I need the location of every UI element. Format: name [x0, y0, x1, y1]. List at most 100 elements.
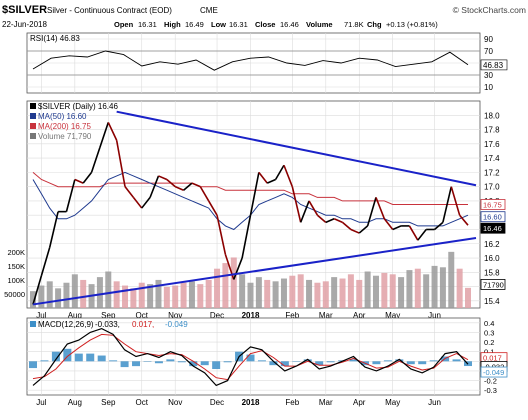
- volume-bar: [314, 282, 321, 308]
- price-ytick-label: 17.6: [484, 140, 500, 149]
- macd-histogram-bar: [292, 361, 301, 362]
- legend-swatch: [30, 103, 36, 109]
- volume-bar: [205, 279, 212, 308]
- volume-bar: [155, 279, 162, 308]
- macd-histogram-bar: [257, 360, 266, 362]
- legend-entry: MA(200) 16.75: [38, 122, 91, 131]
- macd-xtick-label: May: [385, 398, 400, 407]
- price-segment: [107, 122, 118, 141]
- macd-legend-entry: 0.017,: [132, 320, 154, 329]
- price-segment: [442, 186, 453, 223]
- volume-bar: [222, 263, 229, 308]
- high-value: 16.49: [185, 20, 204, 29]
- volume-bar: [272, 281, 279, 308]
- macd-legend-entry: MACD(12,26,9): [38, 320, 94, 329]
- price-segment: [174, 185, 184, 191]
- instrument-name: Silver - Continuous Contract (EOD): [47, 6, 172, 15]
- price-segment: [48, 211, 59, 248]
- volume-label: Volume: [306, 20, 333, 29]
- macd-histogram-bar: [177, 361, 186, 363]
- volume-bar: [406, 270, 413, 308]
- legend-swatch: [30, 113, 36, 119]
- price-segment: [299, 200, 310, 223]
- price-xtick-label: Apr: [353, 311, 366, 320]
- price-segment: [241, 215, 252, 259]
- price-segment: [341, 221, 352, 231]
- price-segment: [434, 221, 444, 231]
- volume-bar: [105, 271, 112, 308]
- volume-bar: [255, 277, 262, 308]
- price-segment: [417, 228, 427, 241]
- macd-histogram-bar: [315, 361, 324, 366]
- macd-ytick-label: -0.2: [484, 377, 497, 386]
- price-tag-box: [480, 279, 506, 290]
- high-label: High: [164, 20, 181, 29]
- macd-xtick-label: Apr: [353, 398, 366, 407]
- macd-histogram-bar: [246, 354, 255, 362]
- low-value: 16.31: [229, 20, 248, 29]
- legend-entry: Volume 71,790: [38, 132, 92, 141]
- macd-histogram-bar: [51, 351, 60, 362]
- macd-legend-entry: -0.033,: [95, 320, 120, 329]
- rsi-ytick-label: 70: [484, 47, 493, 56]
- volume-bar: [180, 282, 187, 308]
- trendline-0: [32, 237, 477, 306]
- price-segment: [90, 147, 101, 173]
- price-segment: [141, 196, 151, 209]
- price-segment: [99, 122, 110, 148]
- volume-bar: [347, 274, 354, 308]
- macd-histogram-bar: [280, 361, 289, 367]
- price-ytick-label: 15.4: [484, 297, 500, 306]
- price-segment: [308, 200, 319, 216]
- exchange-label: CME: [200, 6, 218, 15]
- volume-bar: [364, 271, 371, 308]
- volume-bar: [122, 285, 129, 308]
- price-tag-box: [480, 199, 506, 210]
- price-segment: [459, 214, 469, 226]
- macd-histogram-bar: [200, 361, 209, 366]
- macd-ytick-label: 0.1: [484, 348, 494, 357]
- price-segment: [258, 171, 268, 184]
- macd-histogram-bar: [143, 361, 152, 362]
- macd-value-tag: 0.017: [483, 354, 502, 363]
- trendline-1: [116, 110, 477, 187]
- price-tag-label: 71790: [483, 280, 504, 289]
- volume-bar: [448, 251, 455, 308]
- close-value: 16.46: [280, 20, 299, 29]
- rsi-line: [32, 50, 469, 71]
- price-xtick-label: Nov: [168, 311, 182, 320]
- price-segment: [392, 225, 402, 231]
- volume-bar: [96, 277, 103, 308]
- price-panel: 15.415.615.816.016.216.416.616.817.017.2…: [4, 100, 506, 320]
- macd-histogram-bar: [166, 359, 175, 362]
- rsi-value-tag-box: [480, 59, 508, 71]
- volume-bar: [147, 284, 154, 308]
- macd-value-tag: -0.049: [483, 368, 504, 377]
- volume-bar: [465, 287, 471, 308]
- price-segment: [132, 196, 143, 209]
- volume-bar: [331, 277, 338, 308]
- price-segment: [366, 197, 377, 227]
- macd-histogram-bar: [132, 361, 141, 367]
- volume-ytick-label: 100K: [7, 276, 25, 285]
- price-segment: [207, 200, 218, 216]
- macd-histogram-bar: [372, 361, 381, 365]
- close-label: Close: [255, 20, 275, 29]
- price-xtick-label: Aug: [68, 311, 82, 320]
- price-segment: [375, 197, 386, 220]
- price-xtick-label: Sep: [101, 311, 116, 320]
- macd-panel: -0.3-0.2-0.10.00.10.20.30.4MACD(12,26,9)…: [26, 317, 508, 407]
- price-segment: [166, 178, 176, 188]
- price-ytick-label: 17.2: [484, 168, 500, 177]
- volume-bar: [264, 279, 271, 308]
- price-segment: [233, 257, 243, 280]
- price-segment: [333, 218, 343, 224]
- macd-xtick-label: Feb: [285, 398, 299, 407]
- volume-bar: [247, 282, 254, 308]
- price-segment: [266, 178, 276, 184]
- volume-bar: [289, 275, 296, 308]
- price-segment: [74, 178, 84, 184]
- volume-bar: [197, 284, 204, 308]
- rsi-value-tag: 46.83: [483, 61, 504, 70]
- price-ytick-label: 16.2: [484, 240, 500, 249]
